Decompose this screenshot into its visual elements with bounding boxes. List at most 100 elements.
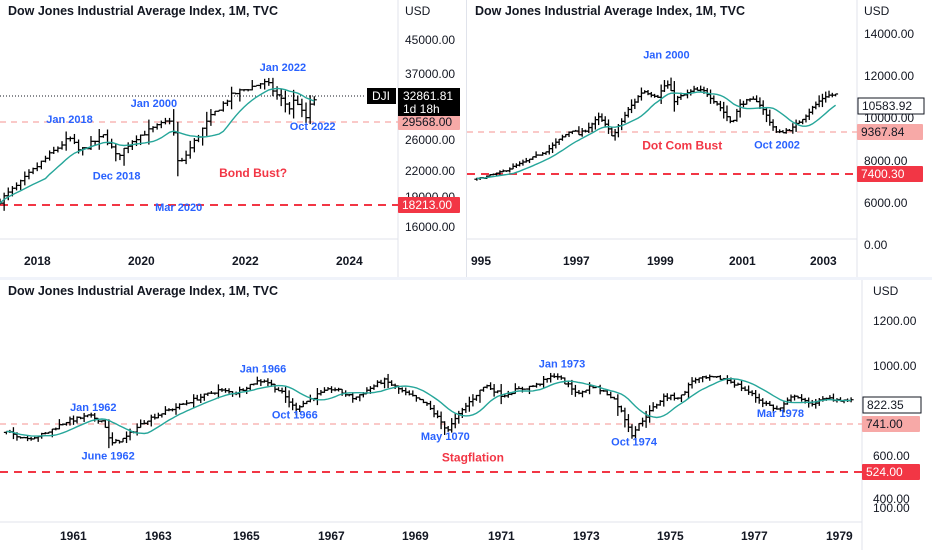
y-tick-label: 6000.00 [864, 196, 908, 210]
ohlc-bar [187, 140, 193, 159]
ohlc-bar [179, 157, 185, 162]
ohlc-bar [81, 412, 87, 422]
y-tick-label: 26000.00 [405, 133, 455, 147]
pane-separator-horizontal[interactable] [0, 277, 932, 280]
ohlc-bar [546, 144, 552, 155]
chart-pane-bottom[interactable]: USD 1200.00 1000.00 600.00 400.00 100.00 1961 1… [0, 280, 932, 550]
ohlc-bar [629, 99, 635, 114]
ohlc-bar [152, 413, 158, 420]
ohlc-bar [286, 390, 292, 408]
ohlc-bar [806, 108, 812, 120]
ohlc-bar [55, 146, 61, 153]
ohlc-bar [198, 393, 204, 404]
ohlc-bar [117, 153, 123, 161]
y-tick-label: 0.00 [864, 238, 888, 252]
ohlc-bar [788, 394, 794, 402]
ohlc-bar [262, 78, 268, 90]
x-tick-label: 1971 [488, 529, 515, 543]
y-tick-label: 14000.00 [864, 27, 914, 41]
chart-pane-top-right[interactable]: USD 14000.00 12000.00 10000.00 8000.00 6000.0… [467, 0, 932, 277]
ohlc-bar [191, 394, 197, 409]
x-tick-label: 2003 [810, 254, 837, 268]
annotation-label: Jan 2022 [260, 62, 306, 74]
ohlc-bar [249, 80, 255, 91]
ohlc-bar [146, 119, 152, 145]
annotation-label: Oct 2022 [290, 121, 336, 133]
ohlc-bar [456, 410, 462, 424]
annotation-label: Jan 2000 [131, 98, 177, 110]
ohlc-bar [299, 98, 305, 118]
ohlc-bar [737, 99, 743, 118]
annotation-label: Mar 1978 [757, 408, 804, 420]
ohlc-bar [556, 138, 562, 145]
ohlc-bar [491, 384, 497, 397]
annotation-label: Stagflation [442, 450, 504, 464]
ohlc-bar [283, 386, 289, 403]
level-price-tag [398, 197, 460, 213]
y-tick-label: 45000.00 [405, 33, 455, 47]
annotation-label: May 1070 [421, 431, 470, 443]
ohlc-bar [698, 85, 704, 92]
ohlc-bar [463, 402, 469, 413]
ohlc-bar [638, 87, 644, 101]
level-price-label: 18213.00 [402, 198, 452, 212]
ohlc-bar [792, 394, 798, 401]
currency-label: USD [873, 284, 899, 298]
ohlc-bar [619, 118, 625, 131]
ohlc-bar [125, 142, 131, 154]
y-tick-label: 8000.00 [864, 154, 908, 168]
ohlc-bar [438, 411, 444, 430]
ohlc-bar [148, 414, 154, 427]
annotation-label: Jan 2018 [46, 114, 92, 126]
y-tick-label: 1000.00 [873, 359, 917, 373]
ohlc-bar [403, 387, 409, 396]
ohlc-bar [42, 155, 48, 163]
annotation-label: Mar 2020 [155, 202, 202, 214]
annotation-label: Jan 1973 [539, 359, 585, 371]
chart-pane-top-left[interactable]: USD45000.0037000.0026000.0022000.0019000… [0, 0, 466, 277]
x-tick-label: 1965 [233, 529, 260, 543]
last-price-label: 32861.81 [403, 89, 453, 103]
ohlc-bar [113, 143, 119, 162]
chart-title: Dow Jones Industrial Average Index, 1M, … [475, 4, 745, 18]
level-price-label: 29568.00 [402, 115, 452, 129]
ohlc-bar [173, 403, 179, 415]
ohlc-bar [553, 138, 559, 149]
annotation-label: Oct 2002 [754, 139, 800, 151]
ohlc-bar [602, 116, 608, 128]
ohlc-bar [466, 396, 472, 412]
ohlc-bar [121, 147, 127, 166]
chart-svg-top-left[interactable]: USD45000.0037000.0026000.0022000.0019000… [0, 0, 466, 277]
currency-label: USD [864, 4, 890, 18]
level-price-tag [862, 464, 920, 480]
ohlc-bar [22, 171, 28, 186]
ohlc-bar [109, 432, 115, 446]
ohlc-bar [14, 182, 20, 191]
ohlc-bar [452, 413, 458, 429]
ohlc-bar [295, 95, 301, 106]
ohlc-bar [661, 393, 667, 407]
x-tick-label: 2024 [336, 254, 363, 268]
y-tick-label: 100.00 [873, 501, 910, 515]
last-price-tag [862, 396, 922, 414]
annotation-label: Jan 2000 [643, 49, 689, 61]
pane-separator-vertical[interactable] [466, 0, 467, 277]
ohlc-bar [753, 390, 759, 403]
ohlc-bar [724, 105, 730, 122]
ohlc-bar [727, 116, 733, 124]
symbol-label: DJI [372, 89, 390, 103]
ohlc-bar [717, 100, 723, 112]
ohlc-bar [385, 373, 391, 388]
chart-svg-top-right[interactable]: USD14000.0012000.0010000.008000.006000.0… [467, 0, 932, 277]
ohlc-bar [826, 90, 832, 98]
last-price-tag [398, 88, 460, 116]
ohlc-bar [47, 150, 53, 161]
level-price-tag [398, 114, 460, 130]
ohlc-bar [286, 101, 292, 115]
ohlc-bar [278, 88, 284, 107]
annotation-label: Jan 1962 [70, 402, 116, 414]
moving-average-line [6, 377, 852, 437]
ohlc-bar [258, 379, 264, 386]
annotation-label: Jan 1966 [240, 364, 286, 376]
